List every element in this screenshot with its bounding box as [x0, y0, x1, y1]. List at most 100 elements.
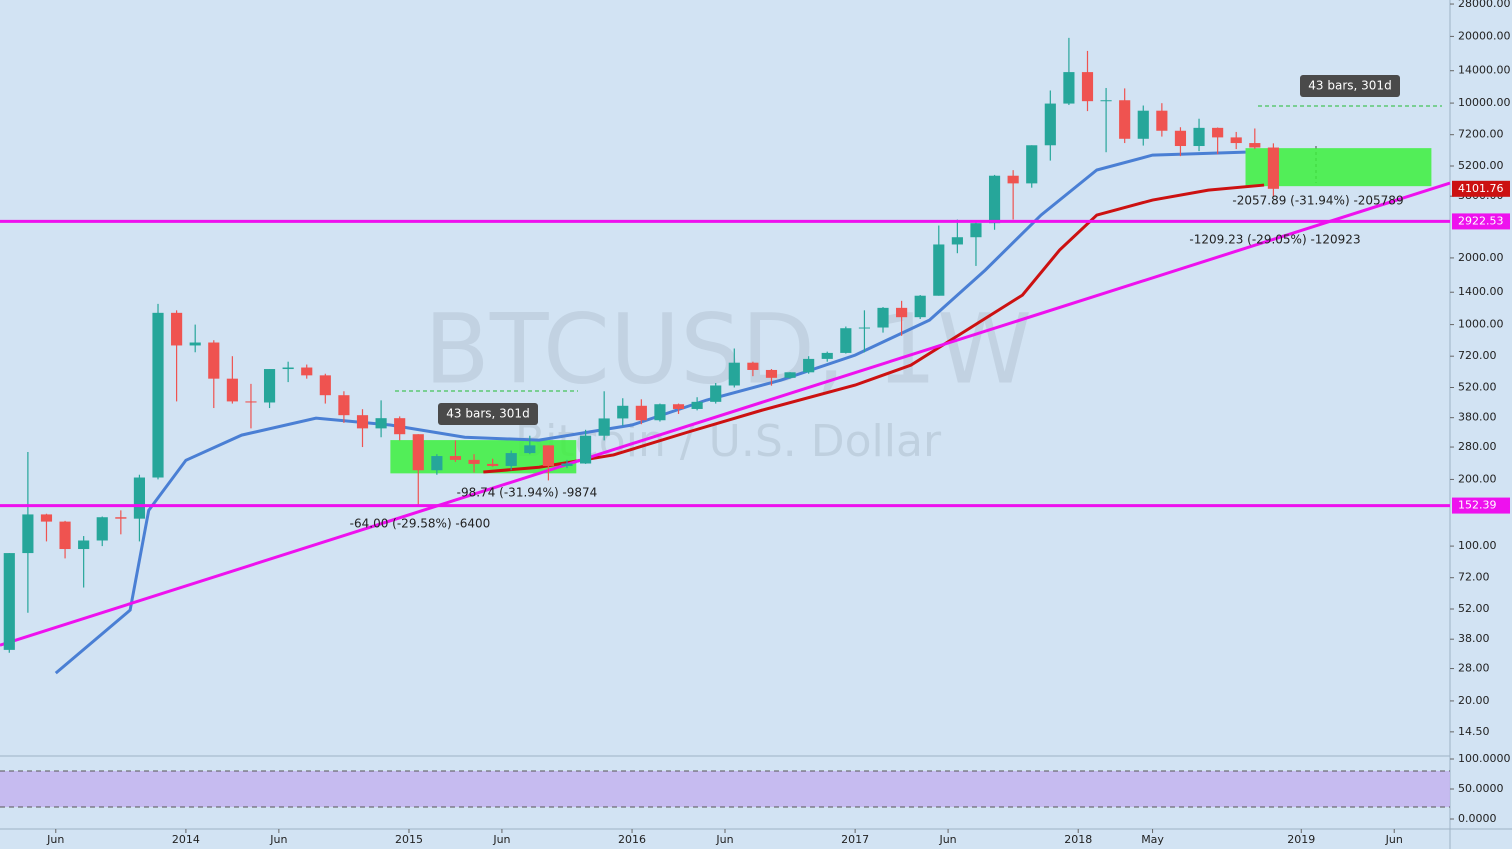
annotation: -2057.89 (-31.94%) -205789 [1232, 194, 1403, 208]
annotation: -1209.23 (-29.05%) -120923 [1189, 233, 1360, 247]
oscillator-tick-label: 0.0000 [1458, 812, 1497, 825]
candle-body [821, 352, 833, 359]
y-tick-label: 2000.00 [1458, 251, 1504, 264]
candle-body [468, 459, 480, 464]
candle-body [133, 477, 145, 519]
candle-body [561, 463, 573, 466]
candle-body [617, 405, 629, 419]
candle-body [226, 378, 238, 402]
candle-body [1063, 72, 1075, 104]
candle-body [1193, 127, 1205, 147]
candle-body [1044, 103, 1056, 146]
y-tick-label: 28.00 [1458, 662, 1490, 675]
candle-body [1230, 137, 1242, 144]
candle-body [431, 456, 443, 471]
line [0, 181, 1451, 647]
candle-body [914, 295, 926, 318]
y-tick-label: 720.00 [1458, 349, 1497, 362]
y-tick-label: 380.00 [1458, 411, 1497, 424]
candle-body [672, 404, 685, 409]
candle-body [1119, 100, 1131, 139]
annotation: -64.00 (-29.58%) -6400 [350, 517, 491, 531]
x-tick-label: Jun [492, 833, 510, 846]
candle-body [78, 540, 90, 550]
candle-body [1267, 147, 1279, 189]
candle-body [301, 367, 313, 376]
candle-body [598, 418, 610, 436]
candle-body [877, 307, 889, 328]
candle-body [449, 456, 462, 460]
candle-body [375, 418, 387, 429]
annotation: -98.74 (-31.94%) -9874 [457, 486, 598, 500]
y-tick-label: 20.00 [1458, 694, 1490, 707]
annotation: 43 bars, 301d [1308, 79, 1391, 93]
candle-body [803, 358, 815, 373]
y-tick-label: 5200.00 [1458, 159, 1504, 172]
x-tick-label: 2019 [1287, 833, 1315, 846]
y-tick-label: 100.00 [1458, 539, 1497, 552]
line [483, 183, 1265, 474]
measure-badge [438, 403, 538, 425]
x-tick-label: Jun [46, 833, 64, 846]
candle-body [152, 312, 164, 478]
y-tick-label: 1000.00 [1458, 318, 1504, 331]
oscillator-band [0, 771, 1450, 807]
candle-body [338, 395, 350, 416]
candle-body [710, 385, 722, 402]
candle-body [1174, 130, 1187, 147]
candle-body [1026, 145, 1038, 184]
y-tick-label: 1400.00 [1458, 285, 1504, 298]
x-tick-label: May [1141, 833, 1164, 846]
candle-body [580, 435, 592, 464]
y-tick-label: 14.50 [1458, 725, 1490, 738]
candle-body [3, 553, 15, 650]
candle-body [394, 418, 406, 435]
y-tick-label: 200.00 [1458, 472, 1497, 485]
annotation: 43 bars, 301d [446, 407, 529, 421]
measure-badge [1300, 75, 1400, 97]
x-tick-label: 2016 [618, 833, 646, 846]
y-tick-label: 520.00 [1458, 380, 1497, 393]
x-tick-label: Jun [938, 833, 956, 846]
x-tick-label: 2017 [841, 833, 869, 846]
candle-body [208, 342, 220, 379]
x-tick-label: Jun [1385, 833, 1403, 846]
candle-body [784, 372, 796, 378]
last-price-box [1452, 180, 1510, 197]
candle-body [691, 401, 703, 409]
line [54, 150, 1246, 675]
candle-body [1212, 127, 1224, 138]
level-label: 152.39 [1458, 499, 1497, 512]
y-tick-label: 280.00 [1458, 440, 1497, 453]
y-tick-label: 28000.00 [1458, 0, 1511, 10]
candle-body [896, 307, 908, 318]
candle-body [747, 362, 759, 370]
candle-body [505, 453, 517, 466]
candle-body [524, 445, 536, 454]
candle-body [245, 401, 257, 403]
x-tick-label: 2014 [172, 833, 200, 846]
candle-body [1007, 175, 1019, 184]
level-label-box [1452, 497, 1510, 514]
candle-body [933, 244, 945, 296]
x-tick-label: Jun [715, 833, 733, 846]
oscillator-tick-label: 50.0000 [1458, 782, 1504, 795]
candle-body [840, 328, 852, 353]
candle-body [1100, 100, 1112, 102]
candle-body [356, 415, 369, 429]
oscillator-tick-label: 100.0000 [1458, 752, 1511, 765]
candle-body [487, 463, 499, 466]
last-price-label: 4101.76 [1458, 182, 1504, 195]
y-tick-label: 7200.00 [1458, 128, 1504, 141]
candle-body [635, 405, 647, 421]
candle-body [988, 175, 1001, 224]
y-tick-label: 20000.00 [1458, 29, 1511, 42]
y-tick-label: 10000.00 [1458, 96, 1511, 109]
candle-body [970, 223, 982, 238]
y-tick-label: 38.00 [1458, 632, 1490, 645]
candle-body [40, 514, 53, 522]
y-tick-label: 14000.00 [1458, 64, 1511, 77]
candle-body [765, 369, 778, 378]
